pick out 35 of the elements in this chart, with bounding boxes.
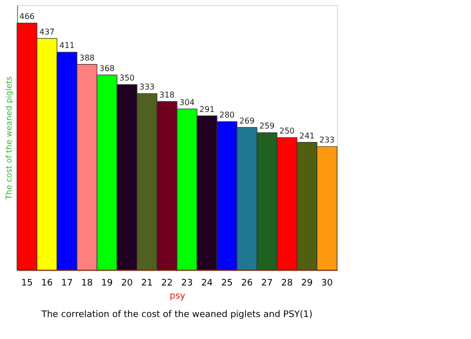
x-axis-title: psy <box>170 292 186 302</box>
data-label: 241 <box>299 131 315 140</box>
x-tick-label: 19 <box>101 278 113 288</box>
data-label: 233 <box>319 136 335 145</box>
x-tick-label: 15 <box>21 278 33 288</box>
data-label: 368 <box>99 64 115 73</box>
x-tick-label: 26 <box>241 278 253 288</box>
data-label: 388 <box>79 53 95 62</box>
x-tick-label: 24 <box>201 278 213 288</box>
data-label: 437 <box>39 27 55 36</box>
x-tick-label: 17 <box>61 278 73 288</box>
x-tick-label: 18 <box>81 278 93 288</box>
x-tick-label: 27 <box>261 278 273 288</box>
data-label: 318 <box>159 90 175 100</box>
x-tick-label: 25 <box>221 278 233 288</box>
x-tick-label: 28 <box>281 278 293 288</box>
x-tick-label: 23 <box>181 278 193 288</box>
x-tick-label: 30 <box>321 278 333 288</box>
data-label: 411 <box>59 41 75 50</box>
x-tick-label: 20 <box>121 278 133 288</box>
x-tick-label: 21 <box>141 278 153 288</box>
data-label: 333 <box>139 82 155 92</box>
data-label: 280 <box>219 110 235 120</box>
x-tick-label: 22 <box>161 278 173 288</box>
data-label: 250 <box>279 126 295 136</box>
data-label: 259 <box>259 122 275 131</box>
data-label: 269 <box>239 116 255 126</box>
data-label: 304 <box>179 98 195 107</box>
data-label: 291 <box>199 104 215 114</box>
x-tick-label: 16 <box>41 278 53 288</box>
y-axis-title: The cost of the weaned piglets <box>4 76 14 201</box>
data-label: 466 <box>19 12 35 22</box>
data-label: 350 <box>119 74 135 82</box>
text: The correlation of the cost of the weaned piglets and PSY(1) <box>40 310 313 320</box>
x-tick-label: 29 <box>301 278 313 288</box>
